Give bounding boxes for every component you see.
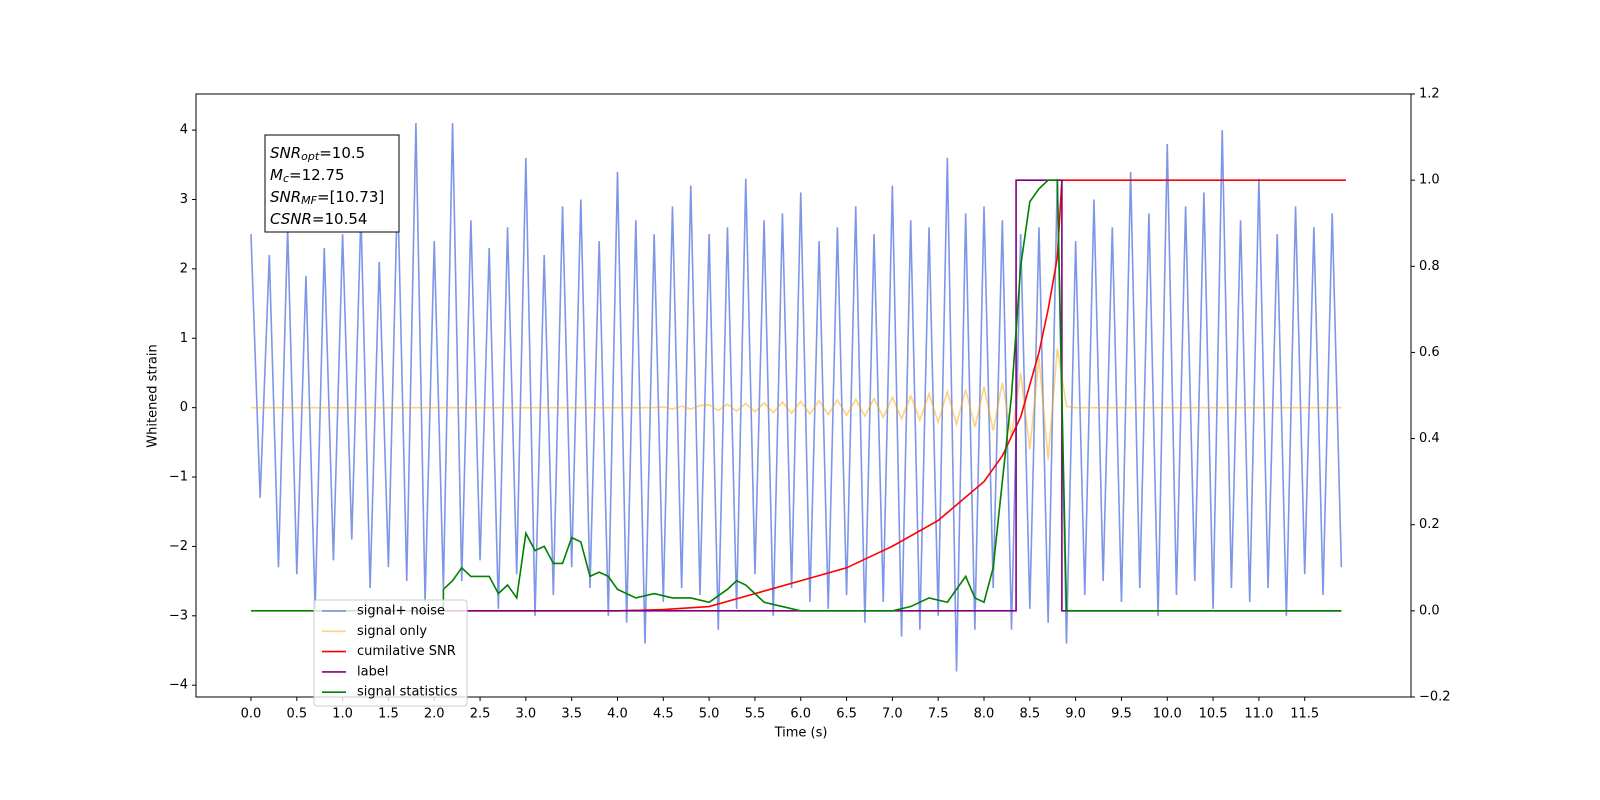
annotation-text: CSNR=10.54 — [270, 210, 367, 228]
x-tick-label: 4.0 — [607, 707, 628, 722]
x-tick-label: 1.5 — [378, 707, 399, 722]
x-tick-label: 6.0 — [790, 707, 811, 722]
y2-tick-label: 0.8 — [1419, 259, 1440, 274]
y-tick-label: −1 — [169, 470, 188, 485]
annotation-subscript: c — [283, 172, 289, 185]
x-tick-label: 8.5 — [1019, 707, 1040, 722]
series-line — [250, 348, 1342, 460]
y-tick-label: 3 — [180, 192, 188, 207]
x-tick-label: 5.5 — [745, 707, 766, 722]
annotation-text: SNRMF=[10.73] — [270, 188, 384, 208]
annotation-value: =12.75 — [289, 166, 345, 184]
x-tick-label: 11.5 — [1290, 707, 1319, 722]
legend-label: label — [357, 664, 388, 679]
y-axis-label: Whitened strain — [146, 344, 161, 447]
annotation-text: Mc=12.75 — [270, 166, 345, 186]
x-tick-label: 6.5 — [836, 707, 857, 722]
y2-tick-label: 0.2 — [1419, 517, 1440, 532]
x-tick-label: 10.0 — [1153, 707, 1182, 722]
annotation-value: =[10.73] — [317, 188, 384, 206]
y-tick-label: 1 — [180, 331, 188, 346]
x-tick-label: 4.5 — [653, 707, 674, 722]
legend-label: signal only — [357, 624, 427, 639]
y2-tick-label: 0.0 — [1419, 603, 1440, 618]
x-tick-label: 5.0 — [699, 707, 720, 722]
x-tick-label: 0.0 — [241, 707, 262, 722]
annotation-subscript: MF — [301, 194, 317, 207]
x-tick-label: 7.5 — [928, 707, 949, 722]
y2-tick-label: 1.2 — [1419, 87, 1440, 102]
x-tick-label: 7.0 — [882, 707, 903, 722]
series-line — [250, 123, 1343, 672]
y-tick-label: 0 — [180, 400, 188, 415]
x-tick-label: 2.5 — [470, 707, 491, 722]
y2-tick-label: 1.0 — [1419, 173, 1440, 188]
y-tick-label: 4 — [180, 123, 188, 138]
x-tick-label: 3.0 — [516, 707, 537, 722]
y2-tick-label: 0.4 — [1419, 431, 1440, 446]
legend-box — [313, 599, 468, 707]
y-tick-label: −4 — [169, 678, 188, 693]
x-tick-label: 2.0 — [424, 707, 445, 722]
x-tick-label: 10.5 — [1199, 707, 1228, 722]
x-axis-label: Time (s) — [774, 726, 828, 741]
x-tick-label: 1.0 — [332, 707, 353, 722]
annotation-subscript: opt — [301, 150, 320, 163]
x-tick-label: 11.0 — [1244, 707, 1273, 722]
plot-frame — [195, 93, 1412, 698]
y-tick-label: −2 — [169, 539, 188, 554]
annotation-box — [264, 134, 400, 233]
x-tick-label: 9.0 — [1065, 707, 1086, 722]
x-tick-label: 0.5 — [286, 707, 307, 722]
y2-tick-label: 0.6 — [1419, 345, 1440, 360]
annotation-symbol: SNR — [270, 188, 301, 206]
series-line — [443, 179, 1346, 612]
annotation-symbol: SNR — [270, 144, 301, 162]
annotation-symbol: M — [270, 166, 283, 184]
annotation-value: =10.54 — [312, 210, 368, 228]
y-tick-label: 2 — [180, 261, 188, 276]
legend-label: signal statistics — [357, 685, 458, 700]
legend-label: signal+ noise — [357, 604, 445, 619]
series-line — [250, 179, 1342, 612]
annotation-text: SNRopt=10.5 — [270, 144, 365, 164]
y-tick-label: −3 — [169, 608, 188, 623]
annotation-value: =10.5 — [319, 144, 365, 162]
x-tick-label: 9.5 — [1111, 707, 1132, 722]
x-tick-label: 8.0 — [974, 707, 995, 722]
y2-tick-label: −0.2 — [1419, 690, 1451, 705]
legend-label: cumilative SNR — [357, 644, 456, 659]
x-tick-label: 3.5 — [561, 707, 582, 722]
annotation-symbol: CSNR — [270, 210, 312, 228]
